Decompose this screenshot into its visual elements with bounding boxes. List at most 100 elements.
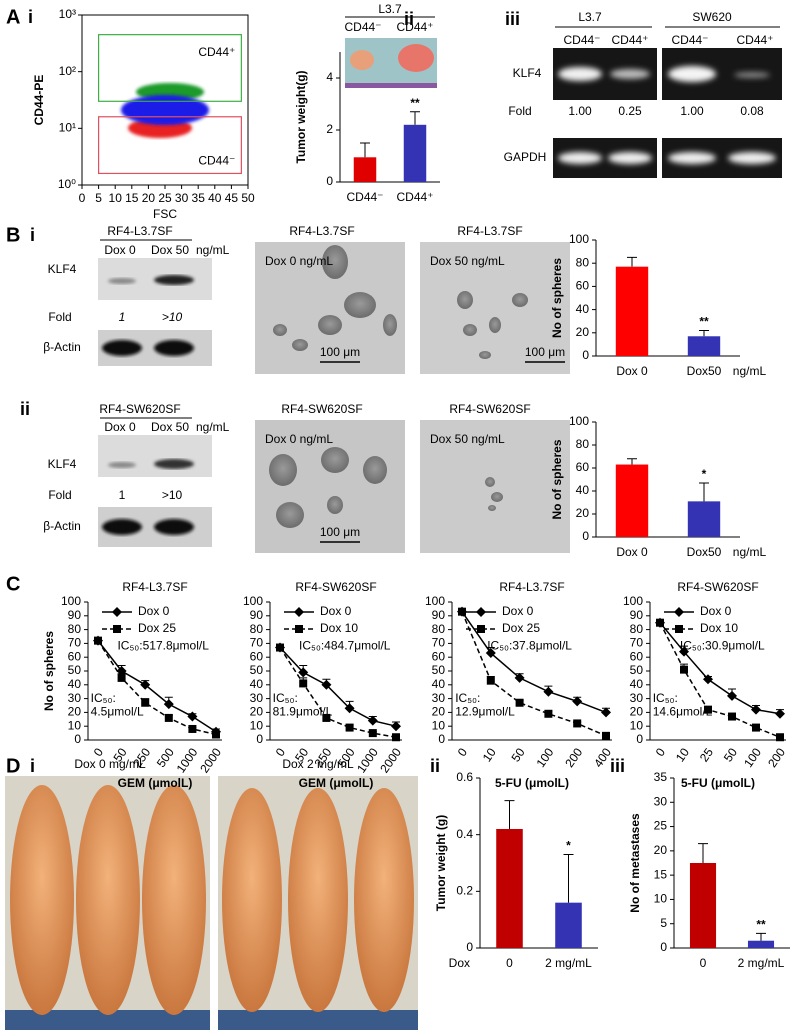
y-tick-label: 0.2 [456,884,473,898]
x-axis-label: 5-FU (μmolL) [681,776,755,790]
legend-label: Dox 25 [138,621,176,635]
marker [187,711,198,722]
y-tick-label: 30 [654,794,668,808]
x-tick-label: 25 [158,191,172,205]
y-tick-label: 25 [654,819,668,833]
lane-label: CD44⁺ [611,33,648,47]
marker [543,686,554,697]
y-tick-label: 50 [250,663,264,677]
x-tick-label: 0 [455,745,470,759]
legend-label: Dox 10 [320,621,358,635]
subpanel-label: ii [20,399,30,419]
photo-title: Dox 0 mg/mL [74,757,146,771]
bar [353,157,377,182]
marker [345,723,354,732]
y-tick-label: 70 [630,636,644,650]
y-tick-label: 0.6 [456,770,473,784]
photo-title: Dox 2 mg/mL [282,757,354,771]
y-tick-label: 10 [630,718,644,732]
y-axis-label: No of spheres [550,258,564,338]
legend-marker [295,625,303,633]
x-tick-label: 2000 [197,745,224,775]
y-tick-label: 10² [59,64,76,78]
x-tick-label: CD44⁺ [396,190,433,204]
x-tick-label: 200 [562,745,585,770]
y-tick-label: 20 [630,705,644,719]
lane-label: CD44⁻ [563,33,600,47]
unit-label: ng/mL [196,420,230,434]
marker [728,712,736,721]
sphere-photos: RF4-L3.7SF Dox 0 ng/mL 100 μm RF4-L3.7SF… [255,224,570,553]
legend-marker [112,607,122,617]
y-tick-label: 0 [466,940,473,954]
marker [776,733,784,742]
bar [687,501,721,537]
photo-title: RF4-L3.7SF [457,224,522,238]
x-unit: ng/mL [733,545,767,559]
y-tick-label: 80 [576,255,590,269]
chart-title: RF4-SW620SF [295,580,376,594]
x-tick-label: Dox 0 [616,545,648,559]
significance: * [702,467,707,481]
band-label: GAPDH [504,150,547,164]
scale-label: 100 μm [525,345,565,359]
photo-label: Dox 0 ng/mL [265,254,333,268]
marker [602,731,610,740]
significance: ** [699,315,709,329]
x-unit: ng/mL [733,364,767,378]
annotation: 14.6μmol/L [653,705,713,719]
x-tick-label: 10 [109,191,123,205]
error-bar [627,256,637,267]
bar [615,266,649,356]
error-bar [563,854,574,903]
marker [601,707,611,718]
lane-label: CD44⁻ [344,20,381,34]
y-axis-label: CD44-PE [32,75,46,126]
marker [117,673,126,682]
y-tick-label: 90 [250,608,264,622]
lane-label: Dox 0 [104,420,136,434]
annotation: IC₅₀:517.8μmol/L [117,638,209,652]
lane-label: CD44⁺ [396,20,433,34]
legend-label: Dox 0 [502,604,534,618]
y-tick-label: 20 [432,705,446,719]
marker [515,698,524,707]
y-tick-label: 100 [569,414,589,428]
error-bar [756,932,766,941]
band-label: KLF4 [513,66,542,80]
y-tick-label: 60 [68,649,82,663]
y-tick-label: 35 [654,770,668,784]
y-tick-label: 0 [660,940,667,954]
band-label: β-Actin [43,519,81,533]
fold-value: 0.25 [618,104,642,118]
marker [679,646,689,657]
legend-label: Dox 25 [502,621,540,635]
legend-marker [477,625,485,633]
annotation: IC₅₀: [455,691,480,705]
marker [572,696,583,707]
annotation: IC₅₀:484.7μmol/L [299,638,391,652]
marker [212,730,220,739]
marker [298,667,309,678]
fold-value: 1.00 [680,104,704,118]
x-prefix: Dox [449,956,470,970]
marker [164,713,173,722]
y-tick-label: 70 [68,636,82,650]
annotation: IC₅₀: [273,691,298,705]
y-tick-label: 60 [576,279,590,293]
lane-label: Dox 0 [104,243,136,257]
y-tick-label: 30 [68,691,82,705]
annotation: 81.9μmol/L [273,705,333,719]
x-tick-label: 1000 [174,745,201,775]
marker [485,648,496,659]
scale-label: 100 μm [320,345,360,359]
x-tick-label: 100 [533,745,556,770]
y-tick-label: 40 [630,677,644,691]
fold-value: 1 [119,488,126,502]
y-tick-label: 50 [432,663,446,677]
marker [392,733,400,742]
tumor-photo: L3.7 CD44⁻ CD44⁺ [344,2,437,88]
marker [276,643,284,652]
y-tick-label: 50 [630,663,644,677]
